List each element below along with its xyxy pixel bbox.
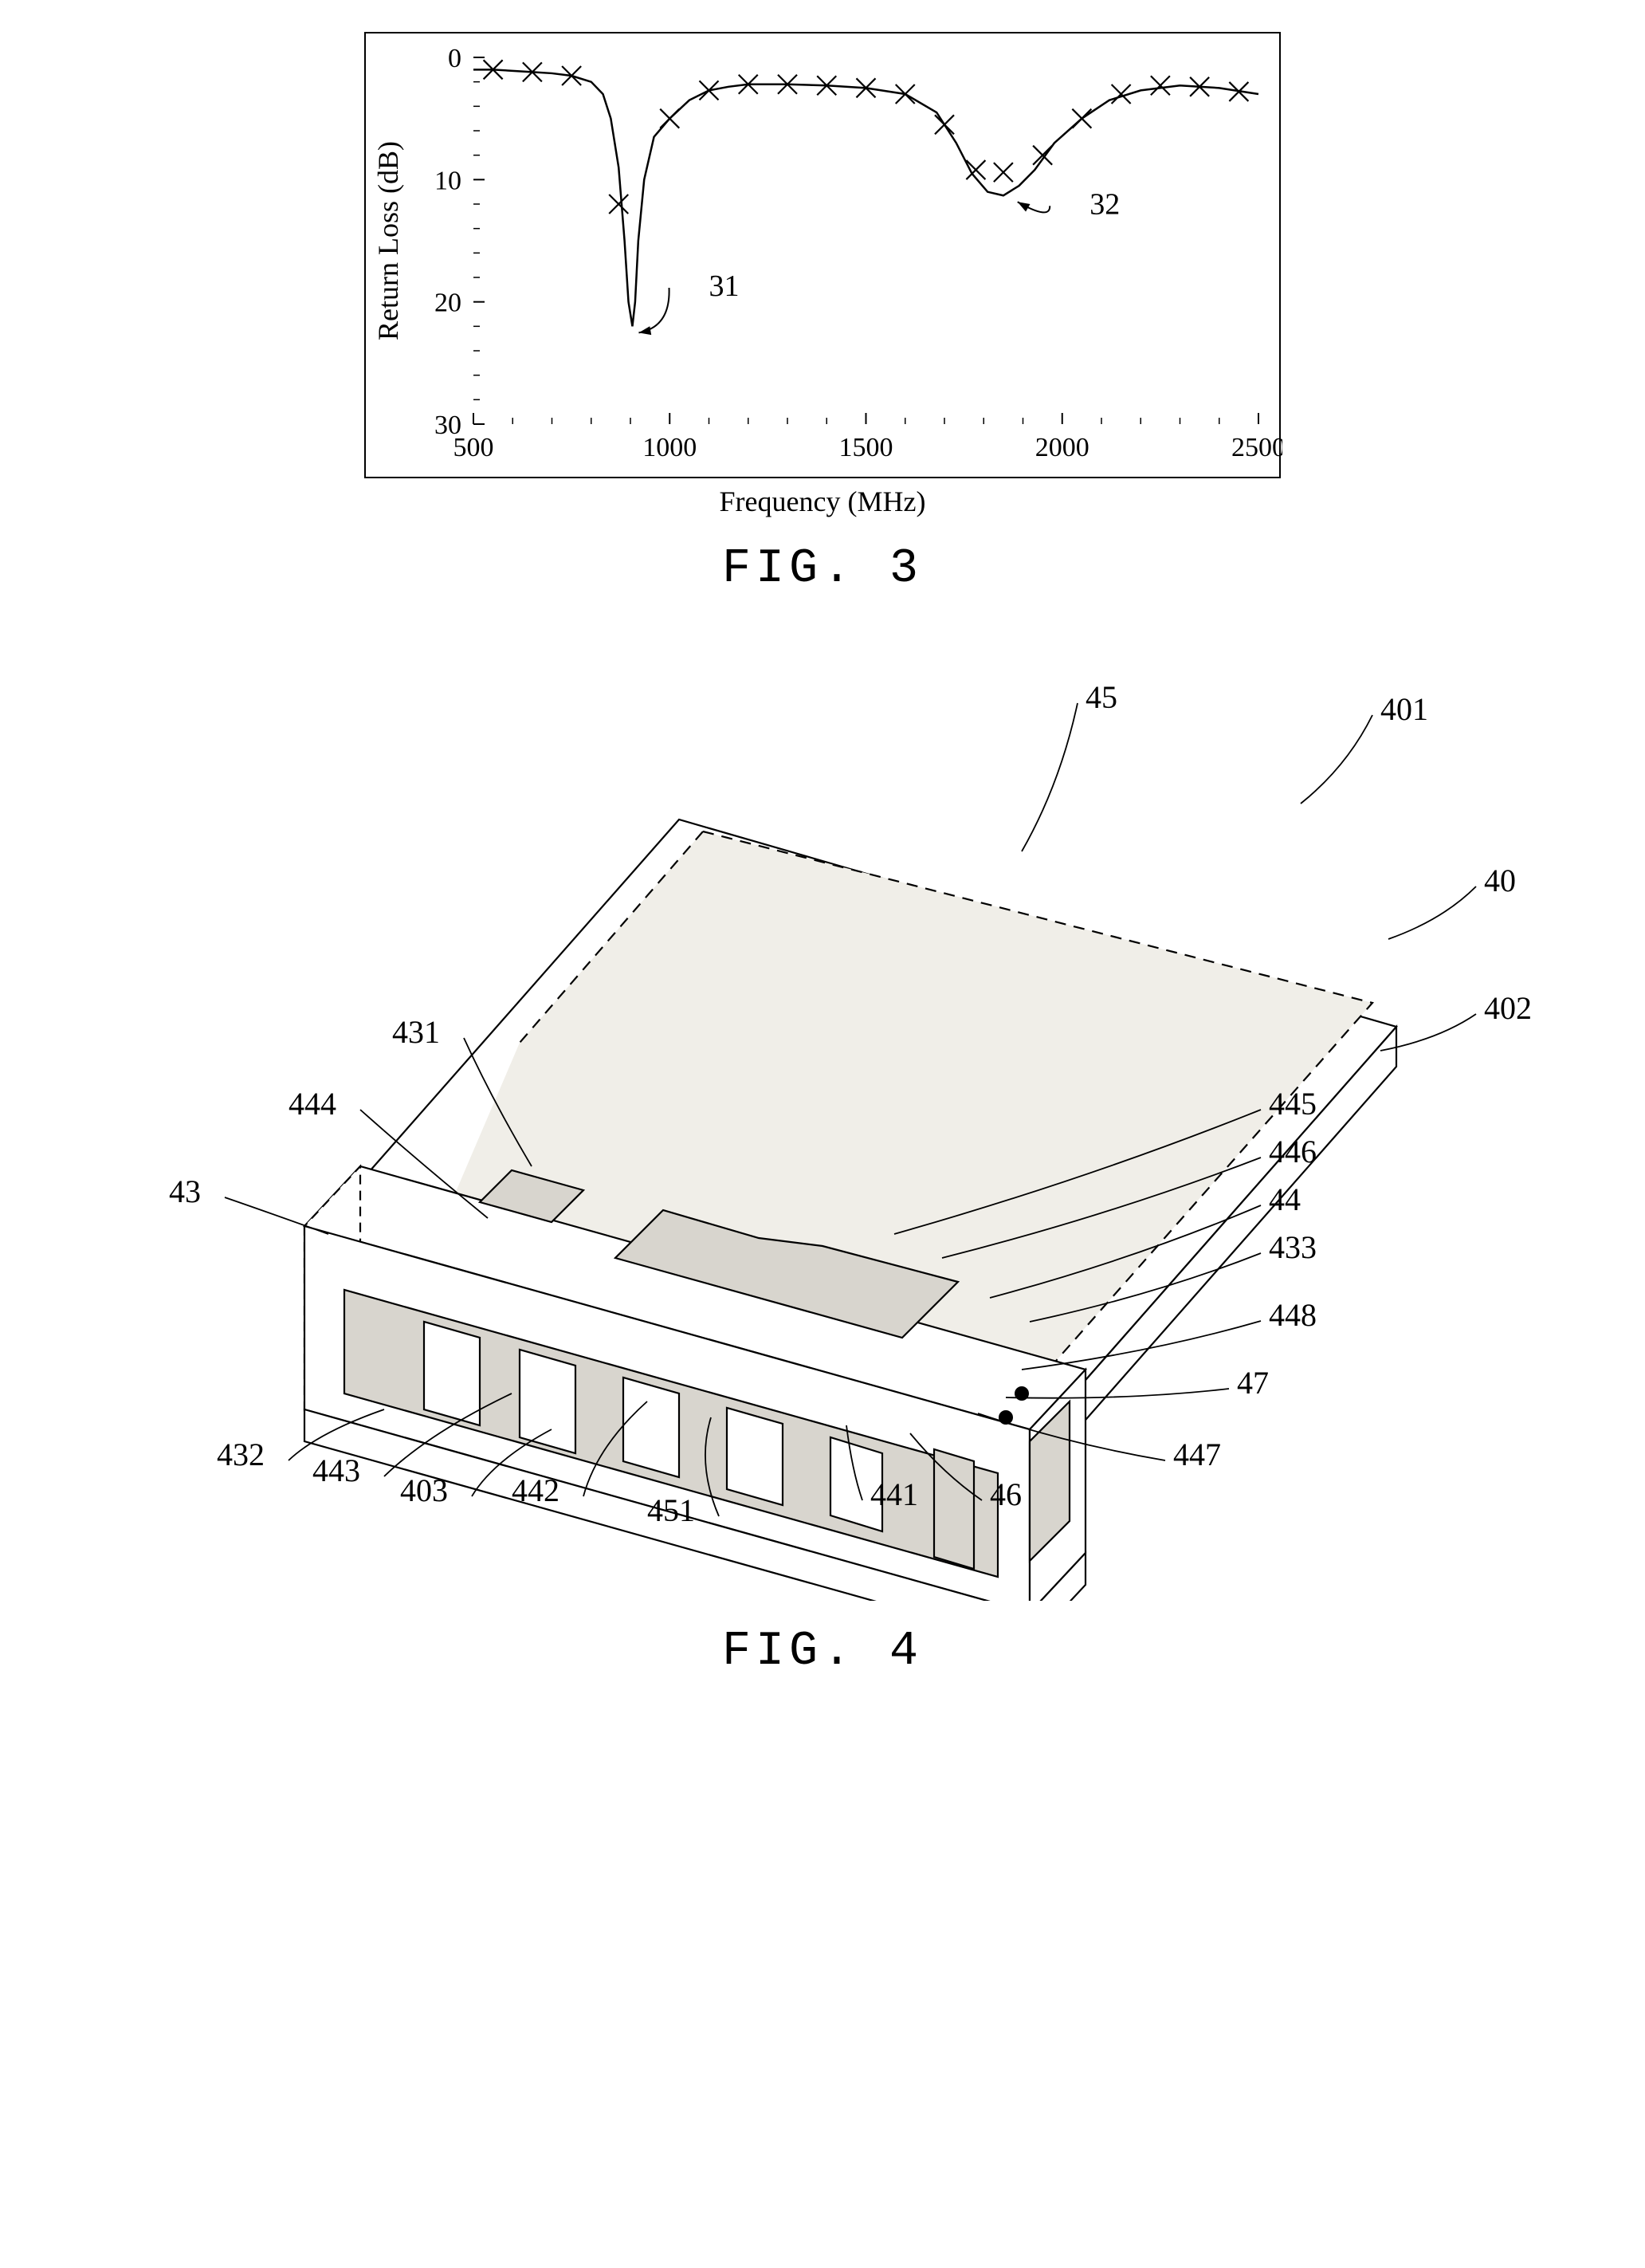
- svg-text:431: 431: [392, 1014, 440, 1050]
- svg-text:448: 448: [1269, 1297, 1317, 1333]
- svg-text:446: 446: [1269, 1134, 1317, 1169]
- svg-text:402: 402: [1484, 990, 1532, 1026]
- svg-text:32: 32: [1089, 187, 1120, 221]
- svg-text:20: 20: [434, 289, 461, 318]
- svg-text:30: 30: [434, 411, 461, 440]
- figure-4: 45 401 40 402 431 444 43 445 446 44 433 44847 447 46 4…: [105, 644, 1540, 1679]
- svg-text:403: 403: [400, 1472, 448, 1508]
- diagram-svg: 45 401 40 402 431 444 43 445 446 44 433 44847 447 46 4…: [105, 644, 1540, 1601]
- svg-text:10: 10: [434, 166, 461, 195]
- svg-text:0: 0: [448, 44, 461, 73]
- svg-text:451: 451: [647, 1492, 695, 1528]
- figure-4-caption: FIG. 4: [722, 1625, 923, 1679]
- svg-text:401: 401: [1380, 691, 1428, 727]
- svg-text:Return Loss (dB): Return Loss (dB): [372, 141, 404, 340]
- figure-3: Return Loss (dB)500100015002000250001020…: [364, 32, 1281, 596]
- svg-text:1000: 1000: [642, 433, 697, 462]
- svg-text:447: 447: [1173, 1437, 1221, 1472]
- chart-svg: Return Loss (dB)500100015002000250001020…: [366, 33, 1282, 480]
- svg-text:43: 43: [169, 1173, 201, 1209]
- return-loss-chart: Return Loss (dB)500100015002000250001020…: [364, 32, 1281, 478]
- svg-text:444: 444: [289, 1086, 336, 1122]
- svg-text:46: 46: [990, 1476, 1022, 1512]
- figure-3-caption: FIG. 3: [722, 542, 923, 596]
- svg-text:45: 45: [1086, 679, 1117, 715]
- svg-text:1500: 1500: [839, 433, 893, 462]
- svg-text:31: 31: [709, 269, 740, 303]
- svg-text:40: 40: [1484, 863, 1516, 898]
- svg-text:2500: 2500: [1231, 433, 1282, 462]
- svg-text:445: 445: [1269, 1086, 1317, 1122]
- svg-text:433: 433: [1269, 1229, 1317, 1265]
- svg-text:443: 443: [312, 1452, 360, 1488]
- svg-text:442: 442: [512, 1472, 559, 1508]
- svg-text:47: 47: [1237, 1365, 1269, 1401]
- svg-text:432: 432: [217, 1437, 265, 1472]
- svg-text:2000: 2000: [1035, 433, 1089, 462]
- svg-text:44: 44: [1269, 1181, 1301, 1217]
- x-axis-label: Frequency (MHz): [720, 485, 926, 518]
- antenna-diagram: 45 401 40 402 431 444 43 445 446 44 433 44847 447 46 4…: [105, 644, 1540, 1601]
- svg-text:441: 441: [870, 1476, 918, 1512]
